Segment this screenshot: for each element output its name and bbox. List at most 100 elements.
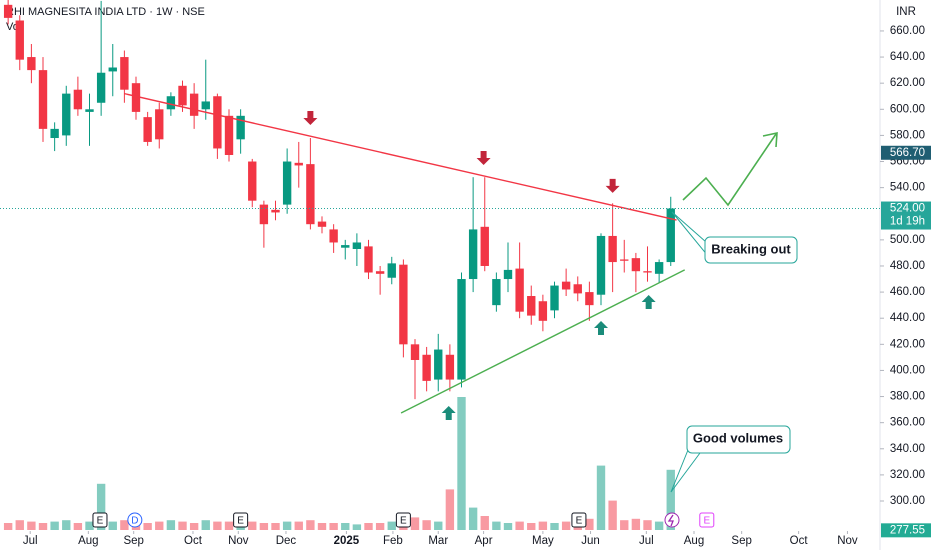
- candle-body: [457, 279, 466, 380]
- forecast-path: [682, 133, 777, 207]
- volume-bar: [108, 521, 117, 530]
- y-tick-label: 340.00: [890, 443, 925, 455]
- candle-body: [410, 344, 420, 360]
- x-tick-label: Jul: [639, 535, 654, 547]
- candle-body: [399, 264, 408, 345]
- signal-arrow: [605, 178, 620, 193]
- candle-body: [189, 93, 199, 116]
- candle-body: [480, 226, 489, 266]
- volume-bar: [38, 523, 48, 530]
- x-tick-label: Aug: [78, 535, 98, 547]
- trendline: [124, 92, 677, 221]
- price-tag: [881, 145, 931, 160]
- x-tick-label: Oct: [790, 535, 809, 547]
- y-tick-label: 440.00: [890, 312, 925, 324]
- x-tick-label: Sep: [123, 535, 143, 547]
- callout-box: [686, 425, 791, 454]
- candle-body: [178, 85, 187, 106]
- candle-body: [515, 268, 524, 312]
- event-label: E: [703, 516, 710, 527]
- candle-body: [166, 96, 176, 110]
- candle-body: [271, 209, 280, 213]
- volume-bar: [178, 521, 187, 530]
- candle-body: [631, 258, 641, 272]
- candle-body: [108, 67, 117, 72]
- price-tag-label: 566.70: [890, 147, 925, 159]
- candle-body: [294, 162, 303, 166]
- x-tick-label: Jun: [581, 535, 600, 547]
- plot-area: [3, 0, 675, 530]
- event-label: E: [97, 516, 104, 527]
- volume-bar: [620, 520, 629, 530]
- signal-arrow: [476, 150, 491, 165]
- price-tag-label: 277.55: [890, 524, 925, 536]
- candle-body: [85, 109, 94, 112]
- trendline: [400, 269, 686, 414]
- candle-body: [608, 235, 617, 263]
- x-tick-label: May: [532, 535, 554, 547]
- candle-body: [15, 20, 24, 60]
- candle-body: [96, 72, 106, 103]
- candle-body: [131, 83, 141, 112]
- volume-bar: [364, 523, 373, 530]
- volume-bar: [666, 469, 675, 530]
- candle-body: [387, 263, 396, 278]
- candle-body: [352, 242, 362, 250]
- event-label: D: [131, 516, 138, 527]
- volume-bar: [96, 483, 106, 530]
- x-tick-label: Nov: [228, 535, 249, 547]
- candle-body: [3, 4, 13, 18]
- volume-bar: [445, 489, 455, 530]
- volume-bar: [352, 524, 362, 530]
- volume-bar: [306, 520, 315, 530]
- volume-bar: [585, 518, 594, 530]
- x-tick-label: Aug: [684, 535, 704, 547]
- candle-body: [666, 208, 675, 263]
- volume-bar: [85, 521, 94, 530]
- volume-bar: [410, 517, 420, 530]
- candle-body: [445, 354, 455, 380]
- volume-bar: [434, 521, 443, 530]
- signal-arrow: [641, 295, 656, 310]
- y-tick-label: 600.00: [890, 103, 925, 115]
- y-tick-label: 640.00: [890, 51, 925, 63]
- candle-body: [259, 204, 269, 225]
- candle-body: [422, 354, 431, 381]
- volume-bar: [608, 500, 617, 530]
- candle-body: [27, 57, 36, 71]
- volume-bar: [201, 520, 210, 530]
- event-marker: [92, 512, 108, 528]
- y-tick-label: 540.00: [890, 182, 925, 194]
- volume-bar: [15, 520, 24, 530]
- y-tick-label: 620.00: [890, 77, 925, 89]
- volume-bar: [480, 516, 489, 530]
- candle-body: [503, 269, 513, 280]
- x-tick-label: Sep: [731, 535, 751, 547]
- price-tag-label: 524.00: [890, 203, 925, 215]
- chart-title: RHI MAGNESITA INDIA LTD · 1W · NSE: [6, 6, 205, 18]
- candle-body: [50, 128, 59, 139]
- volume-bar: [294, 521, 303, 530]
- volume-bar: [155, 521, 164, 530]
- volume-bar: [457, 397, 466, 530]
- candle-body: [375, 271, 385, 274]
- volume-bar: [213, 521, 222, 530]
- volume-bar: [527, 523, 536, 530]
- event-label: E: [400, 516, 407, 527]
- volume-bar: [538, 521, 548, 530]
- y-tick-label: 480.00: [890, 260, 925, 272]
- candle-body: [538, 301, 548, 321]
- price-tag: [881, 523, 931, 538]
- candle-body: [585, 292, 594, 306]
- volume-bar: [224, 521, 234, 530]
- signal-arrow: [441, 406, 456, 421]
- y-tick-label: 380.00: [890, 391, 925, 403]
- dividend-icon: [667, 514, 674, 527]
- candle-body: [573, 284, 582, 294]
- event-marker: [699, 512, 715, 528]
- candle-body: [492, 279, 501, 306]
- y-tick-label: 300.00: [890, 495, 925, 507]
- volume-bar: [259, 523, 269, 530]
- volume-bar: [166, 520, 176, 530]
- volume-bar: [596, 465, 606, 530]
